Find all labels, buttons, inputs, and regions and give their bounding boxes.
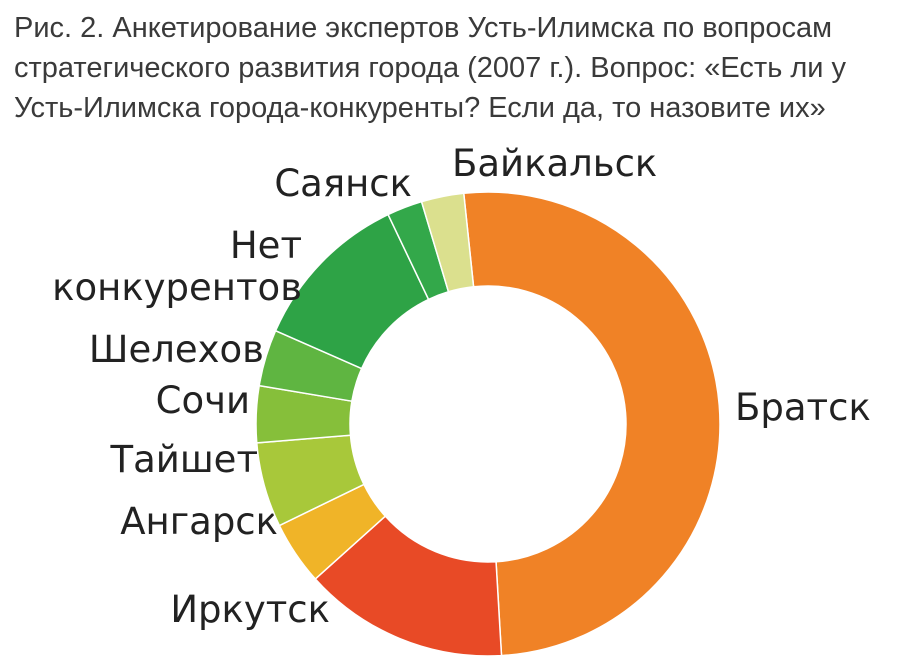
slice-label-2: Ангарск	[120, 500, 278, 543]
slice-label-0: Братск	[735, 386, 871, 429]
slice-label-1: Иркутск	[170, 588, 330, 631]
slice-label-3: Тайшет	[110, 438, 259, 481]
slice-label-5: Шелехов	[89, 328, 264, 371]
slice-label-4: Сочи	[156, 379, 250, 422]
figure-caption: Рис. 2. Анкетирование экспертов Усть-Или…	[14, 8, 894, 128]
slice-label-6: Нет конкурентов	[52, 224, 302, 309]
caption-line-2: стратегического развития города (2007 г.…	[14, 52, 847, 84]
slice-8	[420, 192, 475, 293]
caption-line-1: Рис. 2. Анкетирование экспертов Усть-Или…	[14, 12, 833, 44]
caption-line-3: Усть-Илимска города-конкуренты? Если да,…	[14, 92, 826, 124]
slice-label-8: Байкальск	[452, 142, 657, 185]
slice-label-7: Саянск	[274, 162, 412, 205]
slice-0	[462, 191, 721, 657]
